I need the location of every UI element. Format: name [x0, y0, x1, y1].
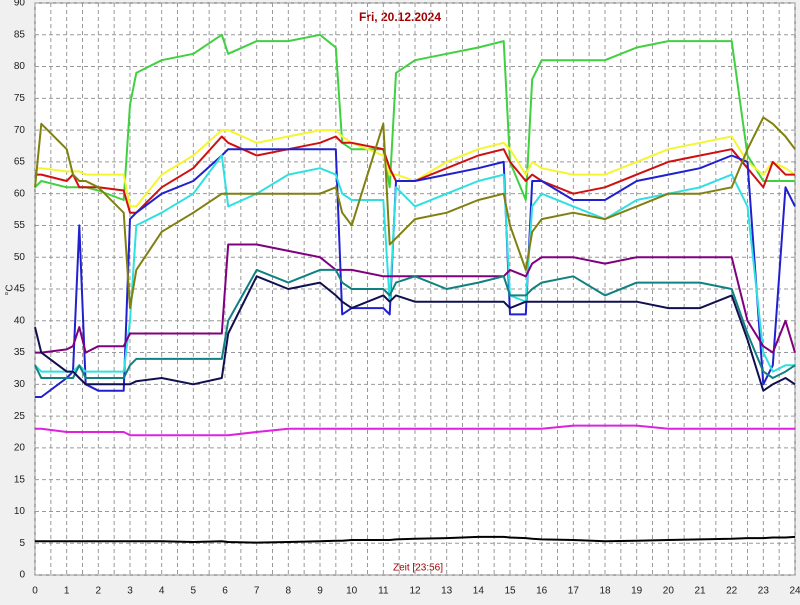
x-tick-label: 18	[599, 586, 611, 597]
y-tick-label: 65	[14, 157, 26, 168]
series-line	[35, 148, 796, 398]
y-tick-label: 75	[14, 93, 26, 104]
y-tick-label: 10	[14, 506, 26, 517]
x-tick-label: 20	[663, 586, 675, 597]
x-tick-label: 6	[222, 586, 228, 597]
x-tick-label: 11	[378, 586, 389, 597]
chart-title: Fri, 20.12.2024	[359, 10, 441, 24]
x-tick-label: 19	[631, 586, 643, 597]
y-tick-label: 5	[19, 538, 25, 549]
series-line	[34, 116, 796, 310]
y-tick-label: 80	[14, 61, 26, 72]
series-line	[34, 275, 796, 392]
x-tick-label: 8	[286, 586, 292, 597]
x-tick-label: 1	[64, 586, 70, 597]
y-tick-label: 40	[14, 315, 26, 326]
series-line	[34, 154, 795, 373]
y-tick-label: 35	[14, 347, 26, 358]
x-tick-label: 13	[441, 586, 453, 597]
series-line	[35, 135, 795, 214]
x-tick-label: 17	[568, 586, 580, 597]
x-tick-label: 0	[32, 586, 38, 597]
x-tick-label: 3	[127, 586, 133, 597]
x-tick-label: 5	[191, 586, 197, 597]
y-axis-label: °C	[5, 284, 16, 295]
series-line	[35, 129, 796, 208]
x-tick-label: 7	[254, 586, 260, 597]
x-tick-label: 2	[96, 586, 102, 597]
x-tick-label: 21	[694, 586, 706, 597]
y-tick-label: 20	[14, 443, 26, 454]
series-line	[35, 424, 795, 437]
x-tick-label: 12	[409, 586, 421, 597]
x-tick-label: 16	[536, 586, 548, 597]
x-tick-label: 10	[346, 586, 358, 597]
y-tick-label: 85	[14, 29, 26, 40]
y-tick-label: 90	[14, 0, 26, 9]
x-tick-label: 23	[758, 586, 770, 597]
y-tick-label: 0	[19, 570, 25, 581]
y-tick-label: 70	[14, 125, 26, 136]
x-tick-label: 4	[159, 586, 165, 597]
y-tick-label: 50	[14, 252, 26, 263]
x-tick-label: 14	[473, 586, 485, 597]
y-tick-label: 45	[14, 284, 26, 295]
y-tick-label: 60	[14, 188, 26, 199]
series-line	[35, 535, 796, 544]
y-tick-label: 55	[14, 220, 26, 231]
y-tick-label: 30	[14, 379, 26, 390]
x-tick-label: 15	[504, 586, 516, 597]
series-line	[35, 243, 796, 354]
y-tick-label: 15	[14, 474, 26, 485]
x-tick-label: 9	[317, 586, 323, 597]
x-tick-label: 24	[789, 586, 800, 597]
y-tick-label: 25	[14, 411, 26, 422]
x-tick-label: 22	[726, 586, 738, 597]
series-line	[34, 268, 796, 379]
x-axis-label: Zeit [23:56]	[393, 563, 443, 574]
